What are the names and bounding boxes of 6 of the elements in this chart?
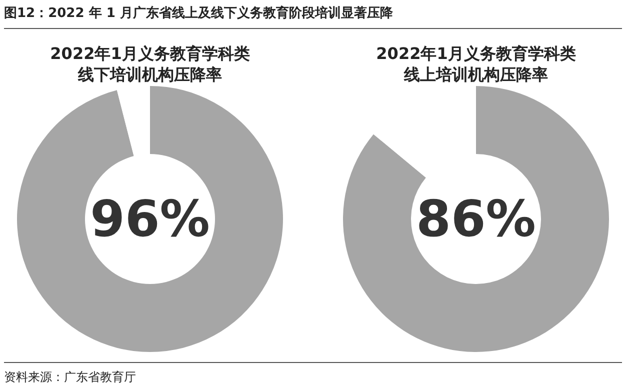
text: 资料来源：广东省教育厅: [4, 362, 622, 386]
chart-title: 2022年1月义务教育学科类线上培训机构压降率: [376, 44, 576, 84]
data-label: 86%: [416, 190, 536, 248]
text: 图12：2022 年 1 月广东省线上及线下义务教育阶段培训显著压降: [4, 4, 622, 29]
chart-title: 2022年1月义务教育学科类线下培训机构压降率: [50, 44, 250, 84]
data-label: 96%: [90, 190, 210, 248]
